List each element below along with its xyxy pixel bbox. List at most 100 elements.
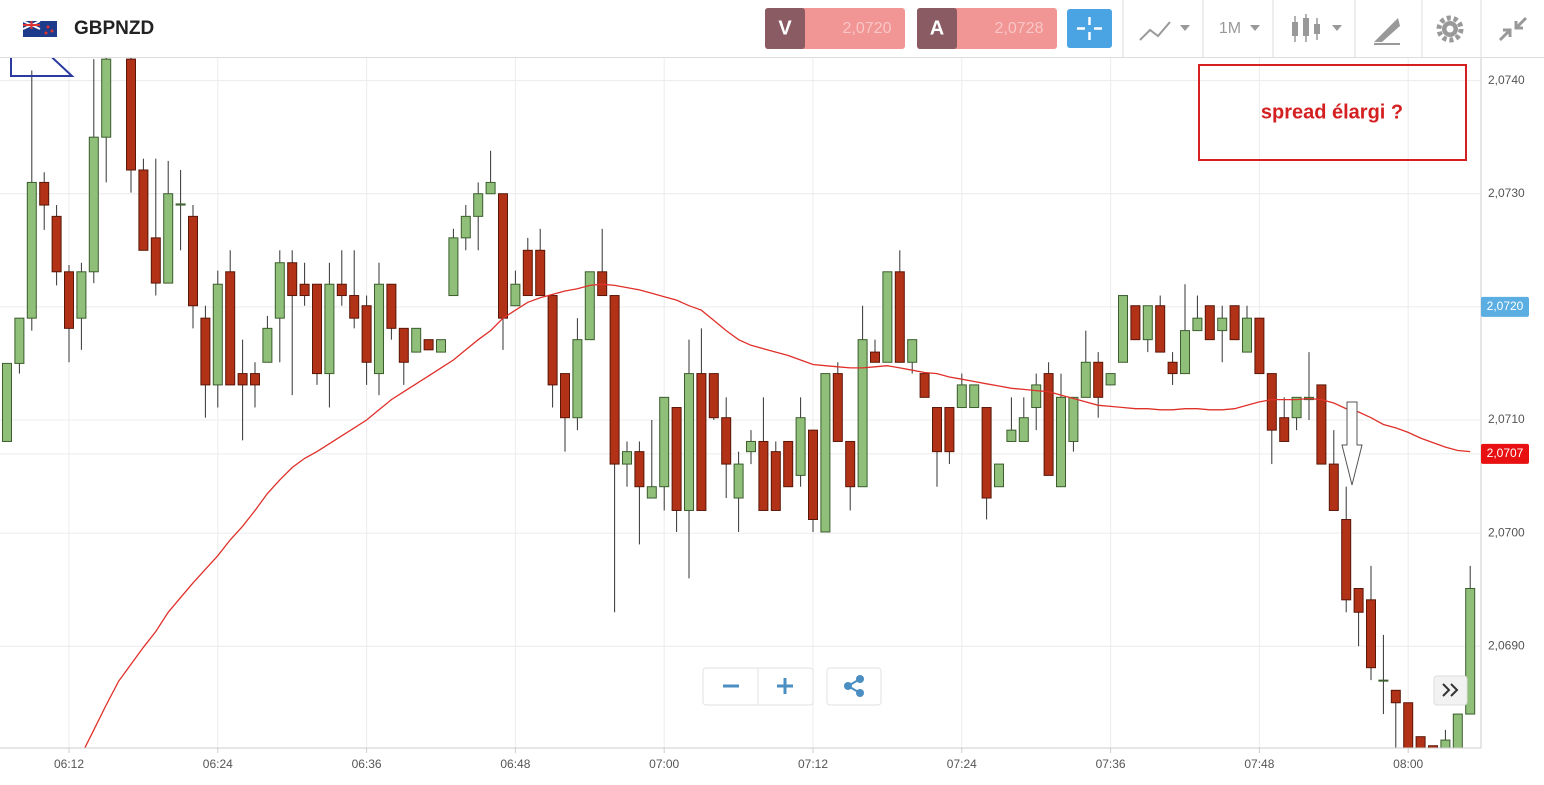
y-tick-label: 2,0690 (1488, 638, 1525, 652)
candle-body (907, 339, 918, 363)
x-tick-label: 06:48 (500, 757, 530, 771)
candle-body (398, 327, 409, 363)
symbol: GBPNZD (74, 18, 154, 39)
candle-body (175, 203, 186, 206)
candle-body (684, 373, 694, 511)
candle-body (26, 181, 37, 319)
collapse-button[interactable] (1498, 16, 1528, 42)
buy-price: 2,0728 (995, 20, 1044, 37)
x-tick-label: 07:00 (649, 757, 679, 771)
candle-body (882, 271, 893, 363)
candle-body (634, 451, 645, 488)
sell-button[interactable]: V 2,0720 (765, 8, 905, 49)
settings-button[interactable] (1436, 15, 1464, 43)
candle-body (188, 215, 198, 307)
candle-body (1031, 384, 1042, 409)
x-tick-label: 07:36 (1096, 757, 1126, 771)
candle-body (88, 136, 99, 273)
candle-body (386, 283, 397, 329)
candle-body (1217, 317, 1228, 332)
scroll-end-button[interactable] (1433, 675, 1468, 706)
candle-body (1043, 373, 1054, 476)
candle-body (1341, 519, 1352, 601)
chart-type-button[interactable] (1139, 21, 1190, 41)
candle-body (1155, 305, 1166, 353)
candle-body (560, 373, 570, 419)
candle-body (981, 407, 992, 499)
candle-body (622, 451, 632, 465)
candle-body (51, 215, 62, 273)
candle-body (609, 295, 620, 465)
candle-body (845, 440, 856, 488)
candle-body (932, 407, 942, 453)
candle-body (1428, 745, 1438, 748)
candle-body (783, 440, 794, 488)
candle-body (1353, 588, 1364, 613)
candle-body (1390, 689, 1401, 704)
candle-body (832, 373, 843, 442)
buy-button[interactable]: A 2,0728 (917, 8, 1057, 49)
candle-body (969, 384, 980, 409)
candle-body (324, 283, 335, 375)
candles-button[interactable] (1292, 14, 1342, 42)
candle-body (101, 58, 112, 138)
candle-body (1291, 396, 1302, 419)
candle-body (944, 407, 955, 453)
x-tick-label: 07:48 (1244, 757, 1274, 771)
candle-body (150, 237, 161, 284)
candle-body (76, 271, 87, 319)
x-tick-label: 06:36 (352, 757, 382, 771)
candle-body (795, 417, 806, 476)
candle-body (1465, 588, 1476, 715)
x-tick-label: 08:00 (1393, 757, 1423, 771)
share-button[interactable] (826, 667, 882, 706)
candle-body (535, 249, 546, 297)
candle-body (14, 317, 25, 364)
buy-label: A (930, 17, 944, 39)
candle-body (547, 295, 558, 386)
y-tick-label: 2,0740 (1488, 73, 1525, 87)
crosshair-button[interactable] (1067, 9, 1112, 48)
candle-body (1403, 702, 1414, 748)
candle-body (448, 237, 459, 297)
candle-body (1080, 361, 1091, 398)
candle-body (1130, 305, 1141, 341)
candle-body (708, 373, 719, 419)
candle-body (411, 327, 422, 353)
candle-body (274, 262, 285, 319)
plot-area (2, 58, 1476, 748)
y-tick-label: 2,0710 (1488, 412, 1525, 426)
price-marker (1481, 296, 1529, 317)
candle-body (1328, 463, 1339, 511)
candle-body (870, 351, 880, 363)
candle-body (820, 373, 831, 533)
x-tick-label: 07:24 (947, 757, 977, 771)
candle-body (721, 417, 732, 465)
candle-body (212, 283, 223, 386)
candle-body (572, 339, 583, 419)
draw-button[interactable] (1374, 18, 1400, 45)
candle-body (225, 271, 236, 386)
timeframe[interactable]: 1M (1219, 20, 1241, 37)
candle-body (1378, 679, 1389, 682)
sell-label: V (778, 17, 792, 39)
candle-body (138, 169, 149, 251)
zoom-in[interactable] (777, 678, 793, 694)
candle-body (1180, 330, 1190, 375)
candle-body (671, 407, 682, 511)
flag-icon (22, 20, 57, 37)
candle-body (1105, 373, 1116, 386)
candle-body (423, 339, 434, 351)
x-tick-label: 06:24 (203, 757, 233, 771)
candle-body (299, 283, 310, 297)
x-tick-label: 07:12 (798, 757, 828, 771)
candle-body (312, 283, 322, 375)
candle-body (1242, 317, 1252, 353)
candle-body (237, 373, 248, 386)
candle-body (498, 193, 508, 319)
candle-body (1415, 736, 1426, 748)
candle-body (163, 193, 174, 284)
moving-average-line (84, 283, 1471, 748)
